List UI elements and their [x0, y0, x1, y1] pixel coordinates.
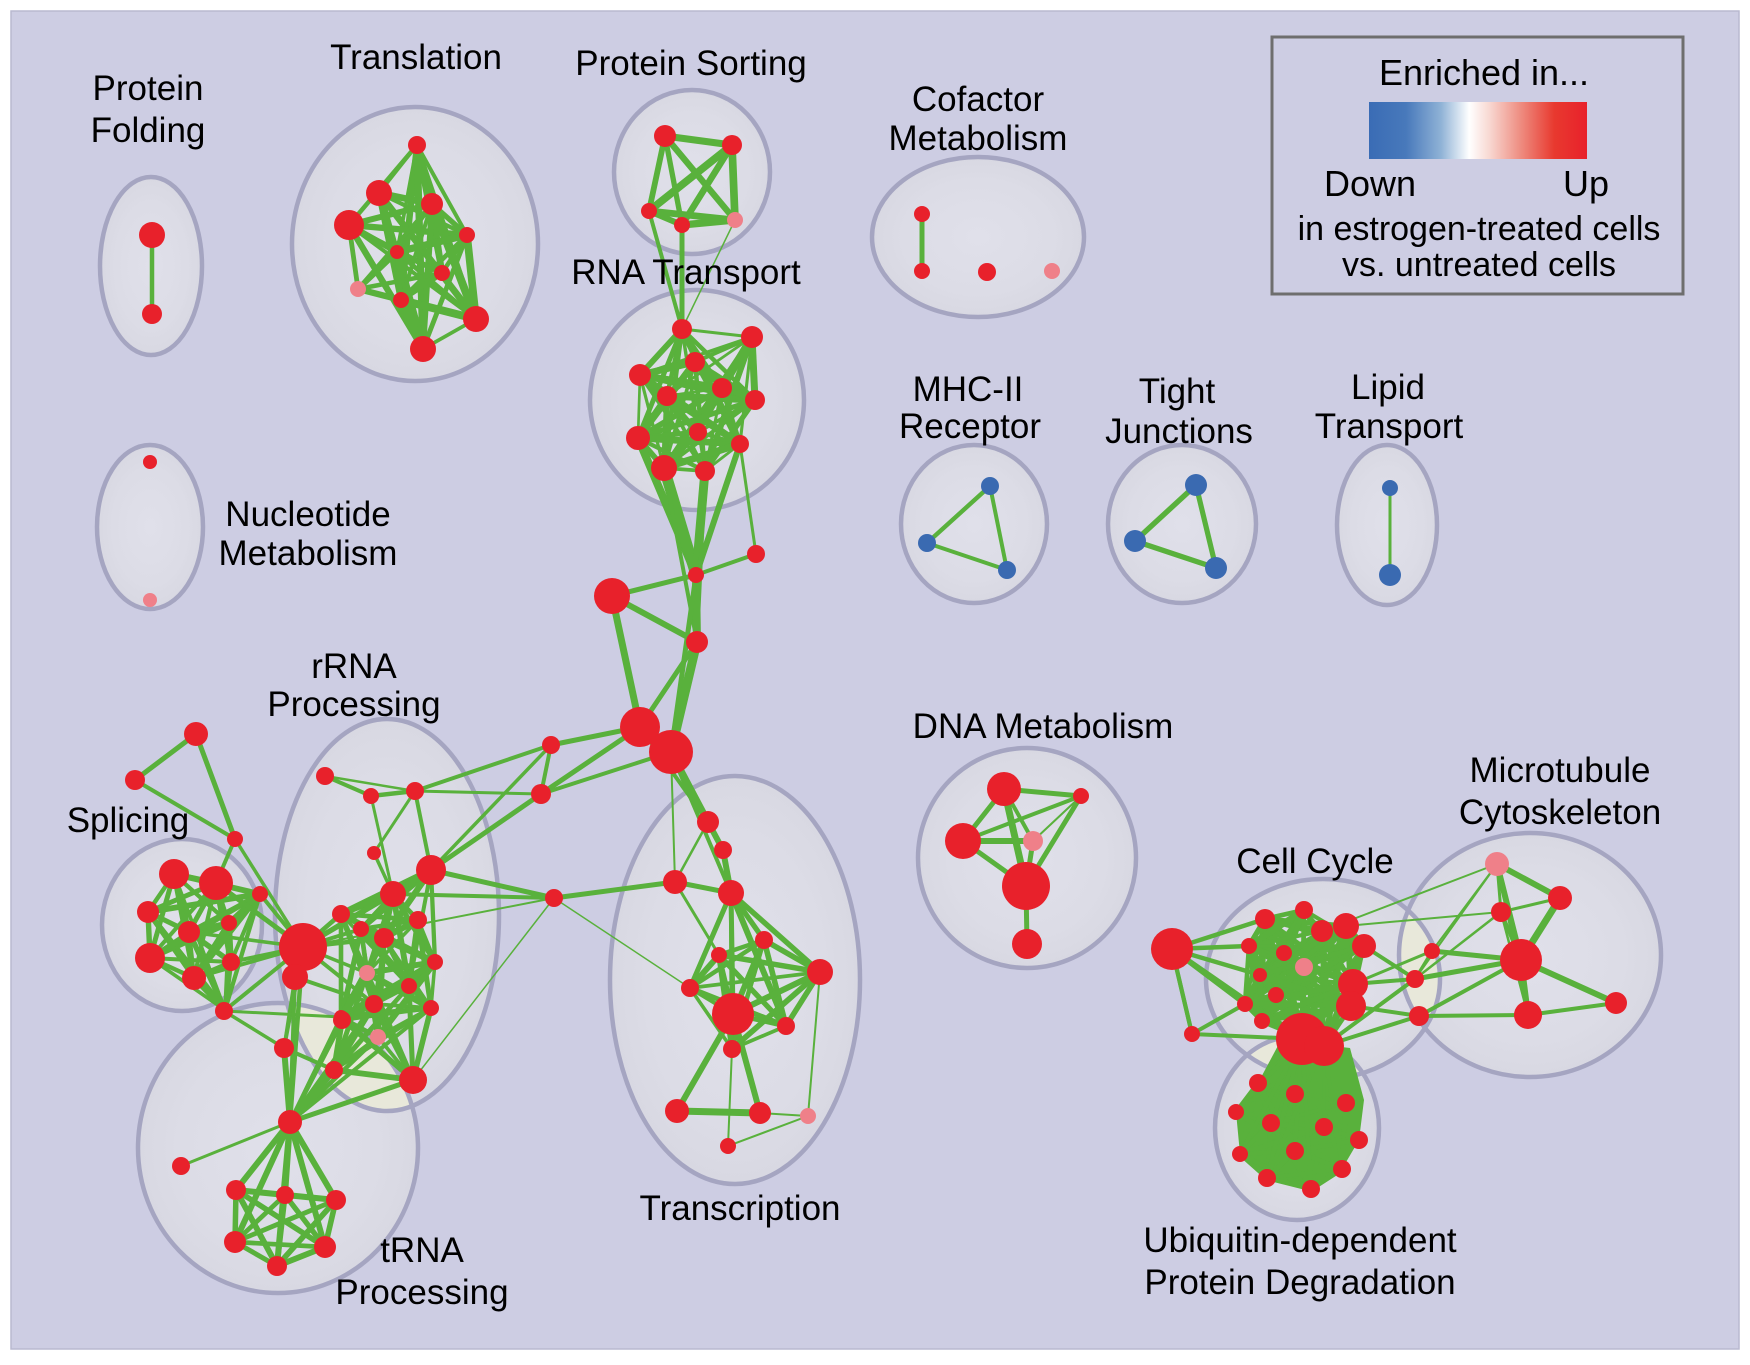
svg-text:MHC-II: MHC-II: [913, 370, 1024, 409]
svg-text:DNA Metabolism: DNA Metabolism: [913, 707, 1174, 746]
svg-text:Protein: Protein: [93, 69, 204, 108]
svg-text:tRNA: tRNA: [380, 1231, 464, 1270]
svg-text:rRNA: rRNA: [311, 647, 397, 686]
svg-text:Cytoskeleton: Cytoskeleton: [1459, 793, 1661, 832]
svg-text:Microtubule: Microtubule: [1470, 751, 1651, 790]
svg-text:Processing: Processing: [267, 685, 440, 724]
svg-text:Metabolism: Metabolism: [219, 534, 398, 573]
svg-text:Receptor: Receptor: [899, 407, 1041, 446]
svg-text:Enriched in...: Enriched in...: [1379, 52, 1589, 93]
svg-text:vs. untreated cells: vs. untreated cells: [1342, 246, 1616, 284]
svg-text:Transport: Transport: [1315, 407, 1464, 446]
svg-text:Translation: Translation: [330, 38, 502, 77]
svg-text:Folding: Folding: [91, 111, 206, 150]
svg-text:Metabolism: Metabolism: [889, 119, 1068, 158]
svg-text:Protein Degradation: Protein Degradation: [1144, 1263, 1455, 1302]
svg-text:Down: Down: [1324, 163, 1416, 204]
svg-text:Lipid: Lipid: [1351, 368, 1425, 407]
svg-text:Splicing: Splicing: [67, 801, 190, 840]
svg-text:Tight: Tight: [1139, 372, 1216, 411]
svg-text:Cofactor: Cofactor: [912, 80, 1045, 119]
svg-text:RNA Transport: RNA Transport: [571, 253, 801, 292]
svg-text:Junctions: Junctions: [1105, 412, 1253, 451]
svg-text:Ubiquitin-dependent: Ubiquitin-dependent: [1143, 1221, 1457, 1260]
svg-text:Cell Cycle: Cell Cycle: [1236, 842, 1394, 881]
svg-text:in estrogen-treated cells: in estrogen-treated cells: [1298, 210, 1661, 248]
svg-text:Processing: Processing: [335, 1273, 508, 1312]
svg-text:Transcription: Transcription: [640, 1189, 841, 1228]
svg-text:Nucleotide: Nucleotide: [225, 495, 390, 534]
svg-text:Up: Up: [1563, 163, 1609, 204]
svg-text:Protein Sorting: Protein Sorting: [575, 44, 807, 83]
